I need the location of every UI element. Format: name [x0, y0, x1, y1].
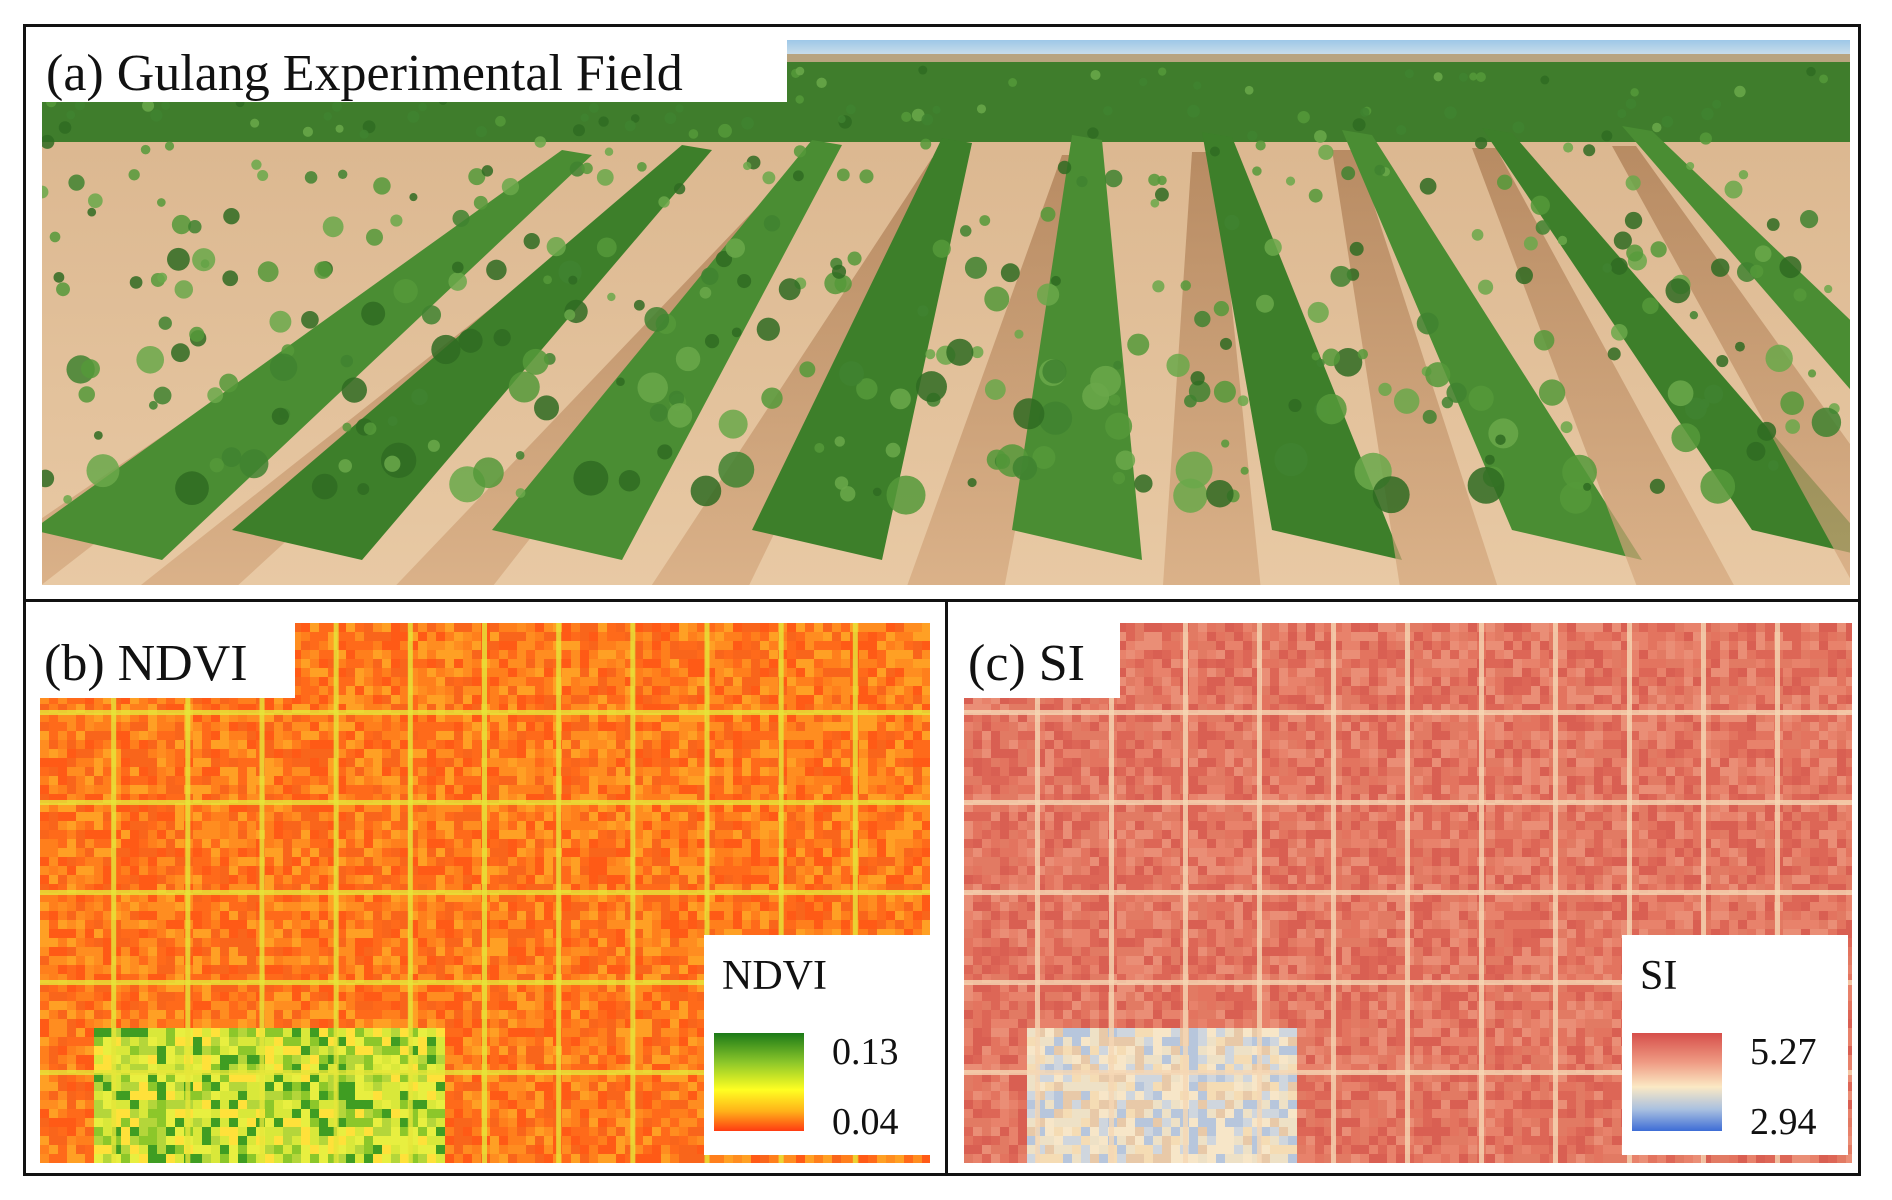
panel-c-label: (c) SI	[964, 623, 1120, 698]
ndvi-legend-min: 0.04	[832, 1101, 899, 1143]
panel-a-label: (a) Gulang Experimental Field	[42, 40, 787, 102]
si-legend: SI 5.27 2.94	[1622, 935, 1848, 1155]
si-colorbar	[1632, 1033, 1722, 1131]
ndvi-legend: NDVI 0.13 0.04	[704, 935, 930, 1155]
panel-b-label: (b) NDVI	[40, 623, 295, 698]
horizontal-divider	[23, 599, 1861, 602]
si-legend-min: 2.94	[1750, 1101, 1817, 1143]
vertical-divider	[945, 599, 948, 1176]
ndvi-legend-title: NDVI	[722, 953, 827, 999]
si-legend-max: 5.27	[1750, 1031, 1817, 1073]
ndvi-colorbar	[714, 1033, 804, 1131]
si-legend-title: SI	[1640, 953, 1678, 999]
ndvi-legend-max: 0.13	[832, 1031, 899, 1073]
field-photo	[42, 40, 1850, 585]
